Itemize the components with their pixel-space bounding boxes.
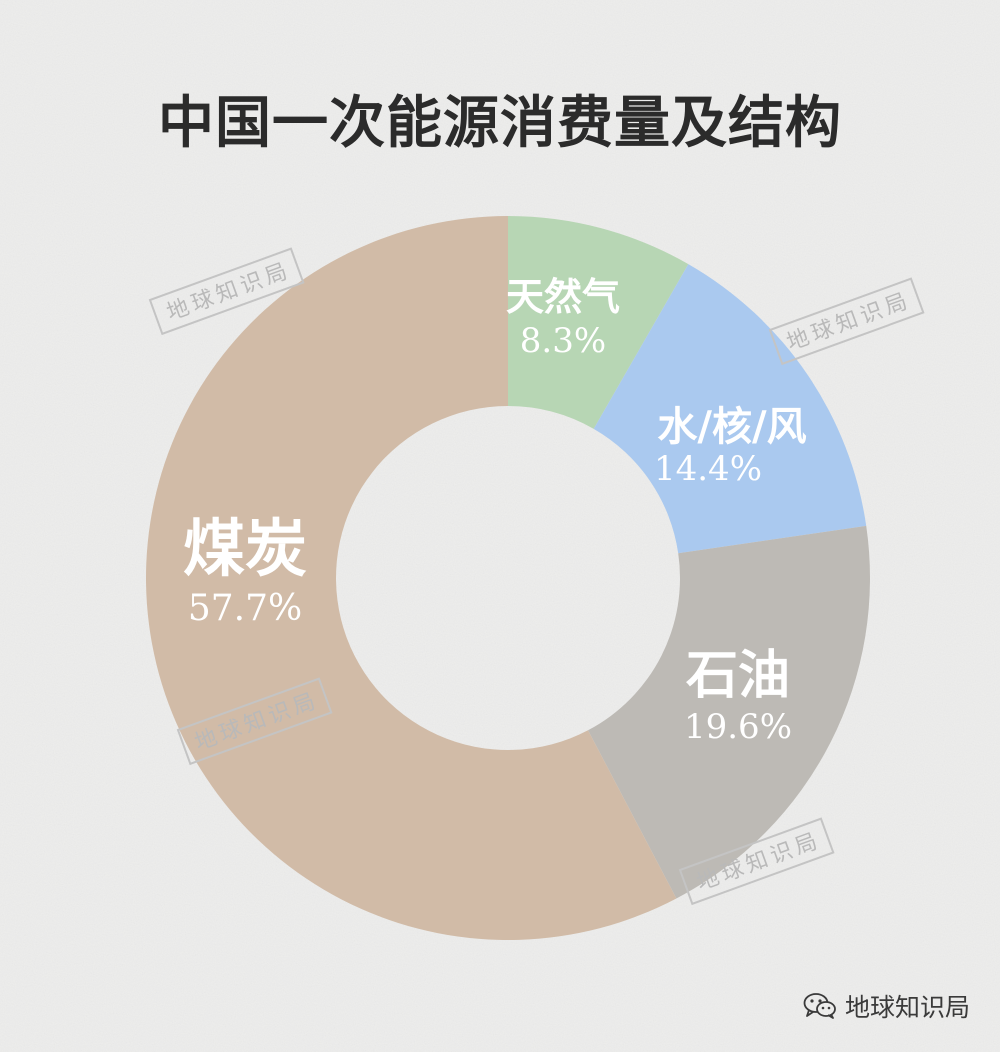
slice-label-oil: 石油 (686, 645, 790, 706)
chart-title: 中国一次能源消费量及结构 (158, 91, 842, 156)
slice-value-oil: 19.6% (684, 707, 792, 747)
donut-slices (145, 216, 870, 940)
donut-slice-coal (145, 216, 677, 940)
slice-value-natural-gas: 8.3% (520, 321, 606, 361)
slice-label-hydro-nuclear-wind: 水/核/风 (657, 403, 806, 450)
slice-label-coal: 煤炭 (183, 512, 307, 585)
footer-brand-name: 地球知识局 (844, 993, 970, 1022)
slice-labels: 天然气 8.3% 水/核/风 14.4% 石油 19.6% 煤炭 57.7% (183, 274, 807, 747)
donut-slice-oil (588, 525, 870, 899)
watermark: 地球知识局 (768, 277, 925, 366)
slice-value-coal: 57.7% (188, 588, 302, 629)
donut-slice-hydro-nuclear-wind (593, 264, 867, 554)
slice-label-natural-gas: 天然气 (506, 274, 620, 319)
slice-value-hydro-nuclear-wind: 14.4% (654, 449, 762, 489)
wechat-icon (803, 993, 836, 1019)
donut-slice-natural-gas (508, 216, 689, 429)
footer-brand: 地球知识局 (803, 988, 970, 1024)
